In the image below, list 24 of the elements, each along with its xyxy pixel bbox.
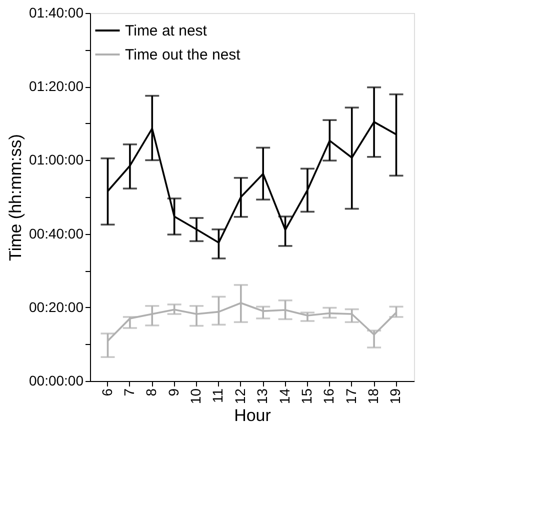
x-tick-label: 12 (232, 388, 248, 404)
x-tick-label: 8 (143, 388, 160, 396)
x-tick-label: 15 (298, 388, 314, 404)
legend-label: Time out the nest (125, 46, 242, 64)
y-tick-label: 00:20:00 (29, 298, 84, 315)
x-tick-label: 7 (120, 388, 137, 396)
x-tick-label: 10 (188, 388, 204, 404)
x-tick-label: 17 (342, 388, 359, 404)
x-tick-label: 19 (387, 388, 404, 404)
legend-label: Time at nest (125, 22, 208, 40)
x-tick-label: 14 (276, 388, 292, 404)
y-tick-label: 00:40:00 (29, 225, 84, 242)
y-tick-label: 01:00:00 (29, 152, 84, 168)
x-tick-label: 9 (165, 388, 182, 396)
y-tick-label: 00:00:00 (29, 372, 84, 388)
y-tick-label: 01:40:00 (29, 4, 84, 20)
x-tick-label: 13 (254, 388, 270, 404)
x-axis-title: Hour (234, 406, 272, 426)
x-tick-label: 6 (98, 388, 115, 396)
y-axis-title: Time (hh:mm:ss) (6, 134, 26, 261)
y-tick-label: 01:20:00 (29, 78, 84, 94)
x-tick-label: 16 (320, 388, 337, 404)
x-tick-label: 11 (210, 388, 226, 404)
x-tick-label: 18 (365, 388, 382, 404)
